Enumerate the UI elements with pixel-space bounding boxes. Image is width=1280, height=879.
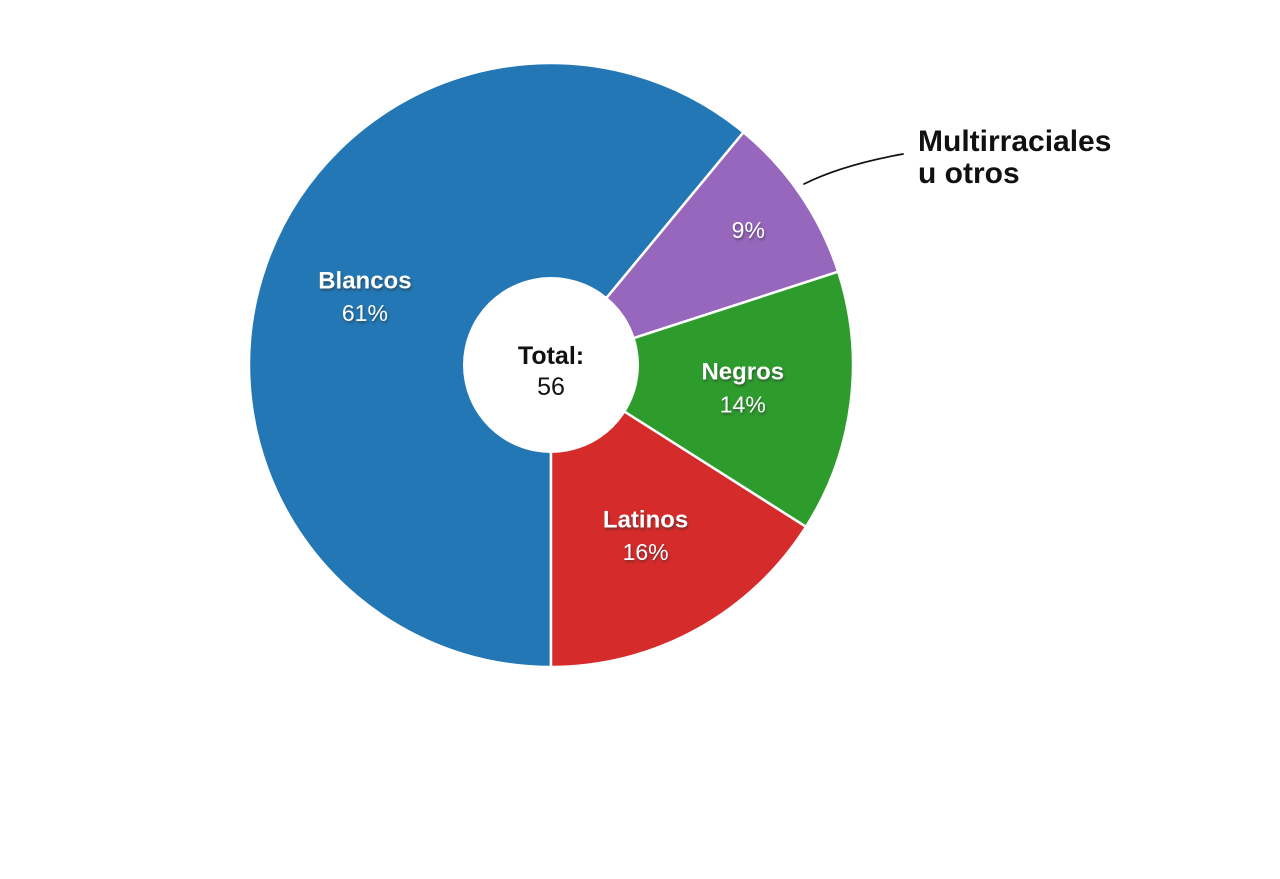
- slice-label-negros: Negros: [701, 359, 784, 386]
- donut-hole: [463, 277, 639, 453]
- slice-latinos: [549, 363, 808, 669]
- slice-pct-multirraciales-u-otros: 9%: [732, 217, 765, 243]
- slice-pct-negros: 14%: [720, 391, 766, 417]
- center-label-value: 56: [537, 373, 565, 401]
- donut-center-label: Total: 56: [518, 341, 584, 403]
- slice-pct-latinos: 16%: [623, 539, 669, 565]
- annotation-multirraciales: Multirraciales u otros: [918, 126, 1111, 190]
- slice-negros: [549, 270, 855, 529]
- slice-label-blancos: Blancos: [318, 267, 411, 294]
- slice-multirraciales-u-otros: [549, 131, 840, 367]
- slice-label-latinos: Latinos: [603, 506, 688, 533]
- annotation-line-1: Multirraciales: [918, 125, 1112, 158]
- center-label-title: Total:: [517, 342, 585, 370]
- annotation-line-2: u otros: [918, 157, 1020, 190]
- slice-pct-blancos: 61%: [342, 300, 388, 326]
- annotation-leader-line: [803, 153, 904, 185]
